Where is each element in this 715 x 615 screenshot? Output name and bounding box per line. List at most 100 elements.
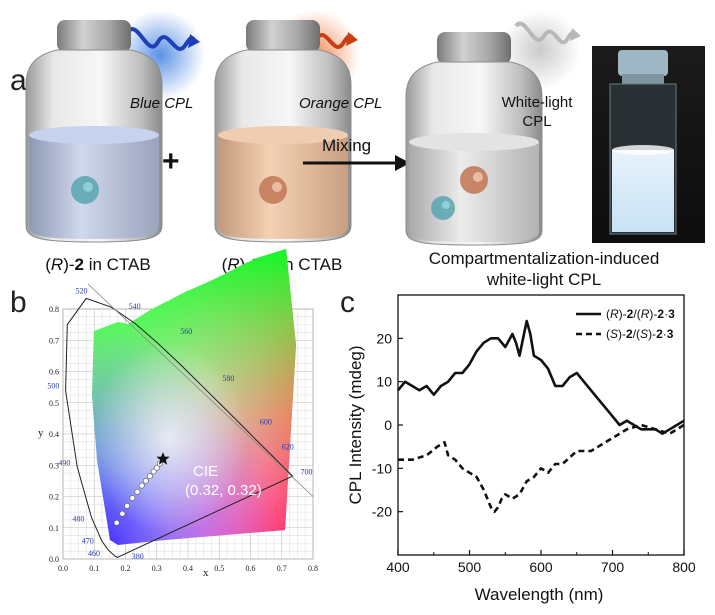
cie-x-tick-label: 0.7 <box>277 564 287 573</box>
mixing-arrow-icon <box>395 155 410 171</box>
cie-x-axis-label: x <box>203 567 209 579</box>
chart-y-axis-label: CPL Intensity (mdeg) <box>346 345 365 504</box>
cie-y-tick-label: 0.5 <box>49 399 59 408</box>
legend-entry-part: R <box>610 307 619 321</box>
legend-entry-part: )- <box>649 307 657 321</box>
panel-c-label: c <box>340 286 355 319</box>
chart-x-tick-label: 600 <box>529 559 553 575</box>
cie-wavelength-label: 620 <box>282 443 294 452</box>
chart-series <box>396 319 685 513</box>
cie-wavelength-label: 470 <box>82 536 94 545</box>
legend-entry-part: )- <box>648 327 656 341</box>
cuvette-meniscus <box>612 145 674 155</box>
blue-cpl-label: Blue CPL <box>130 95 193 112</box>
cie-wavelength-label: 480 <box>72 515 84 524</box>
cie-x-tick-label: 0.8 <box>308 564 318 573</box>
cie-trajectory-point <box>138 482 145 489</box>
chart-y-tick-label: 0 <box>384 417 392 433</box>
cuvette-liquid <box>612 150 674 232</box>
cie-trajectory-point <box>153 464 160 471</box>
legend-entry-part: 2 <box>626 327 633 341</box>
result-caption-line1: Compartmentalization-induced <box>429 249 660 268</box>
vial-1-liquid-surface <box>29 126 159 144</box>
legend-entry-part: ( <box>606 327 610 341</box>
cie-wavelength-label: 700 <box>301 468 313 477</box>
legend-entry: (R)-2/(R)-2·3 <box>606 307 675 321</box>
vial-1-micelle-core <box>83 182 93 192</box>
plus-sign: + <box>162 145 180 178</box>
cie-point-star-icon <box>156 452 170 465</box>
chart-x-tick-label: 700 <box>601 559 625 575</box>
chart-x-tick-label: 400 <box>386 559 410 575</box>
cie-trajectory-point <box>150 468 157 475</box>
cie-trajectory-point <box>146 473 153 480</box>
series-line-r <box>396 319 685 435</box>
cie-axis-ticks: 0.0 0.1 0.2 0.3 0.4 0.5 0.6 0.7 0.8 0.0 0.1 0.2 0.3 0… <box>49 283 318 573</box>
chart-x-tick-label: 800 <box>672 559 696 575</box>
vial-3-blue-micelle-core <box>442 201 450 209</box>
cie-y-tick-label: 0.6 <box>49 368 59 377</box>
cie-wavelength-labels: 380 460 470 480 490 500 520 540 560 580 600 620 700 <box>47 286 312 561</box>
chart-x-tick-label: 500 <box>458 559 482 575</box>
legend-entry-part: · <box>663 327 667 341</box>
vial-2-cap <box>246 20 320 52</box>
cie-y-tick-label: 0.3 <box>49 461 59 470</box>
cie-trajectory-point <box>134 488 141 495</box>
orange-cpl-label: Orange CPL <box>299 95 382 112</box>
cie-wavelength-label: 460 <box>88 549 100 558</box>
vial-blue: Blue CPL <box>25 10 205 243</box>
cie-trajectory-point <box>119 510 126 517</box>
cie-wavelength-label: 600 <box>260 418 272 427</box>
vial-white: White-light CPL <box>405 10 581 246</box>
chart-legend: (R)-2/(R)-2·3(S)-2/(S)-2·3 <box>576 307 675 341</box>
cuvette-stopper-neck <box>622 74 664 84</box>
panel-b-label: b <box>10 286 27 319</box>
vial-3-blue-micelle-icon <box>431 196 455 220</box>
cie-x-tick-label: 0.4 <box>183 564 193 573</box>
cie-wavelength-label: 520 <box>76 286 88 295</box>
chart-y-tick-label: 10 <box>376 374 392 390</box>
cie-diagonal-line <box>87 283 314 497</box>
legend-entry-part: /( <box>633 327 640 341</box>
chart-y-tick-label: -10 <box>372 460 392 476</box>
cie-x-tick-label: 0.6 <box>246 564 256 573</box>
legend-entry-part: S <box>610 327 618 341</box>
legend-entry-part: ( <box>606 307 610 321</box>
legend-entry-part: 3 <box>667 327 674 341</box>
vial-3-cap <box>437 32 511 64</box>
legend-entry-part: 2 <box>656 327 663 341</box>
vial-1-caption: (R)-2 in CTAB <box>45 255 151 274</box>
chart-x-axis-label: Wavelength (nm) <box>475 585 604 604</box>
blue-cpl-arrow-icon <box>188 34 200 48</box>
cie-trajectory <box>113 460 163 526</box>
cie-trajectory-point <box>124 502 130 509</box>
legend-entry-part: S <box>640 327 648 341</box>
legend-entry-part: 2 <box>627 307 634 321</box>
cie-wavelength-label: 540 <box>129 302 141 311</box>
cie-star-marker <box>156 452 170 465</box>
cie-wavelength-label: 580 <box>222 374 234 383</box>
cie-trajectory-point <box>113 519 120 526</box>
cie-wavelength-label: 490 <box>58 458 70 467</box>
vial-2-micelle-core <box>272 182 282 192</box>
spectral-locus <box>65 297 294 558</box>
orange-cpl-arrow-icon <box>346 32 358 46</box>
legend-entry-part: · <box>664 307 668 321</box>
cie-wavelength-label: 500 <box>47 382 59 391</box>
result-caption-line2: white-light CPL <box>486 270 601 289</box>
cie-trajectory-point <box>129 495 136 501</box>
legend-entry-part: )- <box>619 307 627 321</box>
cie-wavelength-label: 560 <box>180 327 192 336</box>
vial-3-orange-micelle-core <box>473 172 483 182</box>
cuvette-stopper <box>618 50 668 76</box>
chart-axes: 400 500 600 700 800 -20 -10 0 10 20 <box>372 330 696 575</box>
cie-y-tick-label: 0.4 <box>49 430 59 439</box>
cie-y-axis-label: y <box>38 427 44 439</box>
cuvette-photo <box>592 46 705 243</box>
legend-entry-part: /( <box>633 307 640 321</box>
legend-entry: (S)-2/(S)-2·3 <box>606 327 674 341</box>
legend-entry-part: )- <box>618 327 626 341</box>
mixing-label: Mixing <box>322 136 371 155</box>
cie-trajectory-point <box>142 477 149 484</box>
